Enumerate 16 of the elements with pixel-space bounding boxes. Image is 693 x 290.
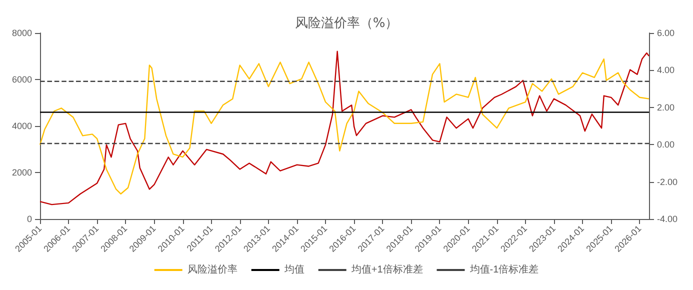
y-tick-label: 6000 — [12, 74, 32, 84]
legend-label: 均值 — [283, 264, 304, 276]
y2-tick-label: -4.00 — [657, 214, 678, 224]
y2-tick-label: 6.00 — [657, 28, 675, 38]
y-tick-label: 4000 — [12, 121, 32, 131]
y-tick-label: 2000 — [12, 168, 32, 178]
chart-title: 风险溢价率（%） — [294, 15, 398, 31]
y-tick-label: 0 — [26, 214, 32, 224]
legend-label: 均值+1倍标准差 — [350, 264, 423, 276]
y2-tick-label: -2.00 — [657, 176, 678, 187]
y2-tick-label: 2.00 — [657, 102, 675, 112]
y2-tick-label: 0.00 — [657, 140, 675, 150]
y2-tick-label: 4.00 — [657, 65, 675, 76]
legend-label: 均值-1倍标准差 — [468, 264, 539, 276]
legend-label: 风险溢价率 — [187, 264, 238, 276]
y-tick-label: 8000 — [12, 28, 32, 38]
